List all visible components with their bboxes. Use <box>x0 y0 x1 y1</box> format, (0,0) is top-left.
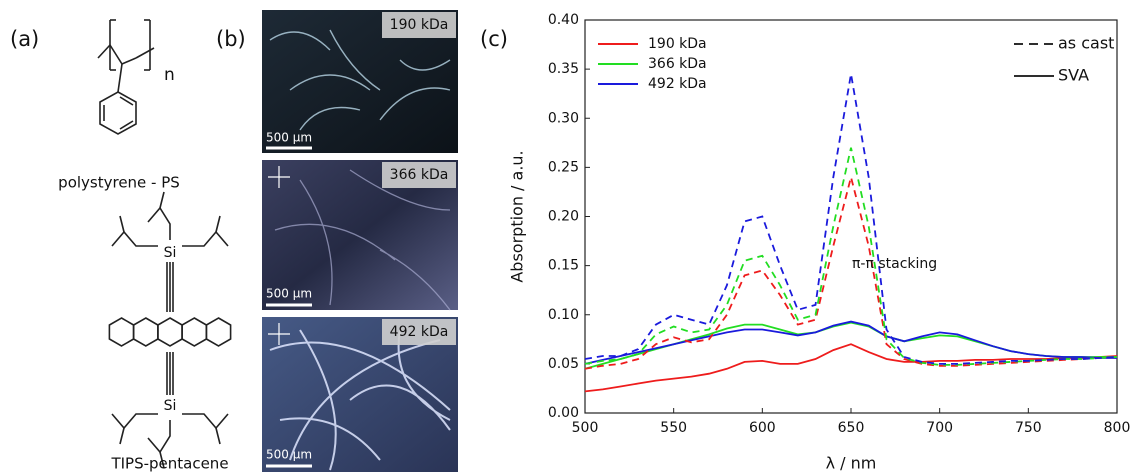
x-tick-label: 600 <box>749 420 776 436</box>
figure: (a) n polystyrene - PS Si Si TIPS-pentac… <box>0 0 1133 475</box>
legend-label: as cast <box>1058 34 1114 53</box>
panel-label: (a) <box>10 27 39 51</box>
structure-name: TIPS-pentacene <box>110 455 228 473</box>
micrograph: 190 kDa 500 µm <box>262 10 458 153</box>
micrograph-label: 190 kDa <box>390 17 449 33</box>
x-tick-label: 650 <box>838 420 865 436</box>
micrograph-label: 492 kDa <box>390 324 449 340</box>
micrograph-label: 366 kDa <box>390 167 449 183</box>
scale-bar-label: 500 µm <box>266 448 312 462</box>
y-axis-title: Absorption / a.u. <box>508 150 527 282</box>
annotation: π-π stacking <box>852 256 937 272</box>
x-tick-label: 700 <box>926 420 953 436</box>
y-tick-label: 0.00 <box>548 405 579 421</box>
micrograph: 366 kDa 500 µm <box>262 160 458 310</box>
x-tick-label: 750 <box>1015 420 1042 436</box>
series-line <box>585 177 1117 369</box>
panel-label: (b) <box>216 27 246 51</box>
y-tick-label: 0.05 <box>548 356 579 372</box>
y-tick-label: 0.10 <box>548 307 579 323</box>
micrograph: 492 kDa 500 µm <box>262 317 458 472</box>
x-tick-label: 800 <box>1104 420 1131 436</box>
y-tick-label: 0.30 <box>548 110 579 126</box>
atom-label: Si <box>164 245 177 261</box>
legend-label: SVA <box>1058 66 1089 85</box>
polystyrene-structure <box>98 20 154 134</box>
scale-bar-label: 500 µm <box>266 131 312 145</box>
tips-pentacene-structure <box>109 192 230 468</box>
legend-label: 190 kDa <box>648 36 707 52</box>
y-tick-label: 0.20 <box>548 209 579 225</box>
y-tick-label: 0.15 <box>548 258 579 274</box>
x-tick-label: 550 <box>660 420 687 436</box>
x-axis-title: λ / nm <box>826 454 877 473</box>
x-tick-label: 500 <box>572 420 599 436</box>
scale-bar-label: 500 µm <box>266 287 312 301</box>
series-line <box>585 344 1117 391</box>
y-tick-label: 0.25 <box>548 159 579 175</box>
y-tick-label: 0.40 <box>548 12 579 28</box>
legend-label: 492 kDa <box>648 76 707 92</box>
series-line <box>585 74 1117 364</box>
y-tick-label: 0.35 <box>548 61 579 77</box>
legend-label: 366 kDa <box>648 56 707 72</box>
atom-label: n <box>164 65 175 85</box>
structure-name: polystyrene - PS <box>58 174 180 192</box>
panel-label: (c) <box>480 27 508 51</box>
series-line <box>585 322 1117 364</box>
atom-label: Si <box>164 398 177 414</box>
